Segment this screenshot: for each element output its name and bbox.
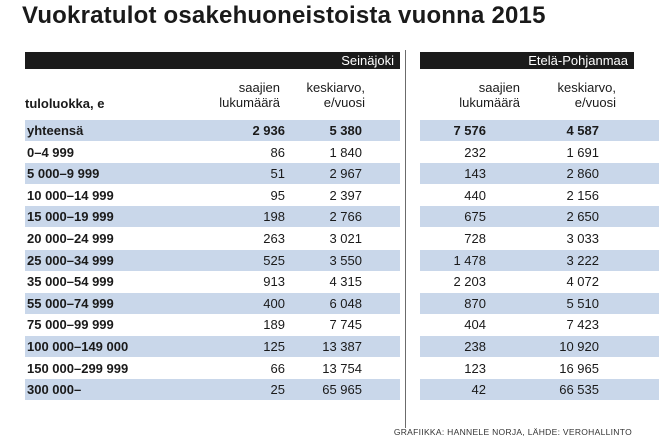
etela-pohjanmaa-avg-cell: 3 222	[566, 252, 599, 268]
etela-pohjanmaa-count-cell: 440	[464, 187, 486, 203]
seinajoki-count-cell: 525	[263, 252, 285, 268]
table-row: 0–4 999 86 1 840 232 1 691	[25, 142, 659, 163]
etela-pohjanmaa-avg-cell: 3 033	[566, 231, 599, 246]
seinajoki-avg-cell: 5 380	[329, 123, 362, 138]
col-head-avg-line1: keskiarvo,	[557, 80, 616, 95]
etela-pohjanmaa-count-cell: 232	[464, 144, 486, 160]
col-head-count-line2: lukumäärä	[459, 95, 520, 110]
table-row: 5 000–9 999 51 2 967 143 2 860	[25, 163, 659, 185]
seinajoki-count-cell: 86	[270, 144, 285, 160]
col-head-avg-line1: keskiarvo,	[306, 80, 365, 95]
table-row: 20 000–24 999 263 3 021 728 3 033	[25, 228, 659, 249]
etela-pohjanmaa-count-cell: 143	[464, 166, 486, 182]
table-row: 55 000–74 999 400 6 048 870 5 510	[25, 292, 659, 314]
seinajoki-avg-cell: 1 840	[329, 144, 362, 160]
seinajoki-avg-cell: 3 550	[329, 252, 362, 268]
etela-pohjanmaa-count-cell: 42	[471, 382, 486, 398]
credits-footer: GRAFIIKKA: HANNELE NORJA, LÄHDE: VEROHAL…	[393, 427, 632, 437]
row-label: 5 000–9 999	[27, 166, 100, 182]
etela-pohjanmaa-count-cell: 123	[464, 360, 486, 376]
seinajoki-count-cell: 189	[263, 317, 285, 333]
etela-pohjanmaa-avg-cell: 5 510	[566, 295, 599, 311]
seinajoki-count-cell: 125	[263, 339, 285, 354]
table-row: 75 000–99 999 189 7 745 404 7 423	[25, 314, 659, 335]
row-label: 20 000–24 999	[27, 231, 114, 246]
region-header-etela-pohjanmaa: Etelä-Pohjanmaa	[420, 52, 634, 69]
seinajoki-avg-cell: 3 021	[329, 231, 362, 246]
seinajoki-avg-cell: 7 745	[329, 317, 362, 333]
seinajoki-count-cell: 913	[263, 274, 285, 290]
col-head-avg-etela-pohjanmaa: keskiarvo, e/vuosi	[540, 80, 616, 110]
seinajoki-avg-cell: 13 387	[322, 339, 362, 354]
seinajoki-avg-cell: 4 315	[329, 274, 362, 290]
etela-pohjanmaa-count-cell: 675	[464, 209, 486, 225]
seinajoki-avg-cell: 13 754	[322, 360, 362, 376]
table-row: yhteensä 2 936 5 380 7 576 4 587	[25, 120, 659, 141]
col-head-count-etela-pohjanmaa: saajien lukumäärä	[440, 80, 520, 110]
etela-pohjanmaa-avg-cell: 2 860	[566, 166, 599, 182]
table-row: 300 000– 25 65 965 42 66 535	[25, 379, 659, 401]
row-label: 150 000–299 999	[27, 360, 129, 376]
table-row: 15 000–19 999 198 2 766 675 2 650	[25, 206, 659, 228]
region-header-seinajoki: Seinäjoki	[25, 52, 400, 69]
table-row: 10 000–14 999 95 2 397 440 2 156	[25, 185, 659, 206]
seinajoki-count-cell: 66	[270, 360, 285, 376]
col-head-avg-seinajoki: keskiarvo, e/vuosi	[290, 80, 365, 110]
col-head-count-line2: lukumäärä	[219, 95, 280, 110]
col-head-count-line1: saajien	[238, 80, 280, 95]
etela-pohjanmaa-avg-cell: 2 650	[566, 209, 599, 225]
col-head-avg-line2: e/vuosi	[323, 95, 365, 110]
col-head-avg-line2: e/vuosi	[574, 95, 616, 110]
table-row: 100 000–149 000 125 13 387 238 10 920	[25, 336, 659, 357]
etela-pohjanmaa-count-cell: 7 576	[453, 123, 486, 138]
row-label: 100 000–149 000	[27, 339, 129, 354]
etela-pohjanmaa-count-cell: 728	[464, 231, 486, 246]
etela-pohjanmaa-avg-cell: 66 535	[559, 382, 599, 398]
row-label: 0–4 999	[27, 144, 74, 160]
col-head-count-line1: saajien	[478, 80, 520, 95]
seinajoki-count-cell: 51	[270, 166, 285, 182]
etela-pohjanmaa-count-cell: 238	[464, 339, 486, 354]
seinajoki-avg-cell: 2 967	[329, 166, 362, 182]
row-label: 10 000–14 999	[27, 187, 114, 203]
seinajoki-count-cell: 198	[263, 209, 285, 225]
etela-pohjanmaa-avg-cell: 16 965	[559, 360, 599, 376]
row-label: 15 000–19 999	[27, 209, 114, 225]
table-row: 35 000–54 999 913 4 315 2 203 4 072	[25, 271, 659, 292]
row-label: 55 000–74 999	[27, 295, 114, 311]
etela-pohjanmaa-count-cell: 870	[464, 295, 486, 311]
row-label: 300 000–	[27, 382, 82, 398]
table-row: 25 000–34 999 525 3 550 1 478 3 222	[25, 249, 659, 271]
seinajoki-count-cell: 95	[270, 187, 285, 203]
etela-pohjanmaa-avg-cell: 4 072	[566, 274, 599, 290]
table-row: 150 000–299 999 66 13 754 123 16 965	[25, 358, 659, 379]
seinajoki-count-cell: 263	[263, 231, 285, 246]
seinajoki-count-cell: 2 936	[252, 123, 285, 138]
column-divider	[405, 50, 406, 428]
seinajoki-avg-cell: 2 397	[329, 187, 362, 203]
etela-pohjanmaa-avg-cell: 2 156	[566, 187, 599, 203]
seinajoki-avg-cell: 65 965	[322, 382, 362, 398]
etela-pohjanmaa-count-cell: 404	[464, 317, 486, 333]
etela-pohjanmaa-avg-cell: 4 587	[566, 123, 599, 138]
col-head-category: tuloluokka, e	[25, 96, 105, 111]
etela-pohjanmaa-avg-cell: 1 691	[566, 144, 599, 160]
seinajoki-count-cell: 400	[263, 295, 285, 311]
row-label: yhteensä	[27, 123, 84, 138]
etela-pohjanmaa-count-cell: 2 203	[453, 274, 486, 290]
seinajoki-avg-cell: 2 766	[329, 209, 362, 225]
etela-pohjanmaa-avg-cell: 7 423	[566, 317, 599, 333]
page-title: Vuokratulot osakehuoneistoista vuonna 20…	[22, 2, 546, 29]
row-label: 35 000–54 999	[27, 274, 114, 290]
seinajoki-avg-cell: 6 048	[329, 295, 362, 311]
seinajoki-count-cell: 25	[270, 382, 285, 398]
col-head-count-seinajoki: saajien lukumäärä	[200, 80, 280, 110]
row-label: 25 000–34 999	[27, 252, 114, 268]
etela-pohjanmaa-avg-cell: 10 920	[559, 339, 599, 354]
row-label: 75 000–99 999	[27, 317, 114, 333]
etela-pohjanmaa-count-cell: 1 478	[453, 252, 486, 268]
